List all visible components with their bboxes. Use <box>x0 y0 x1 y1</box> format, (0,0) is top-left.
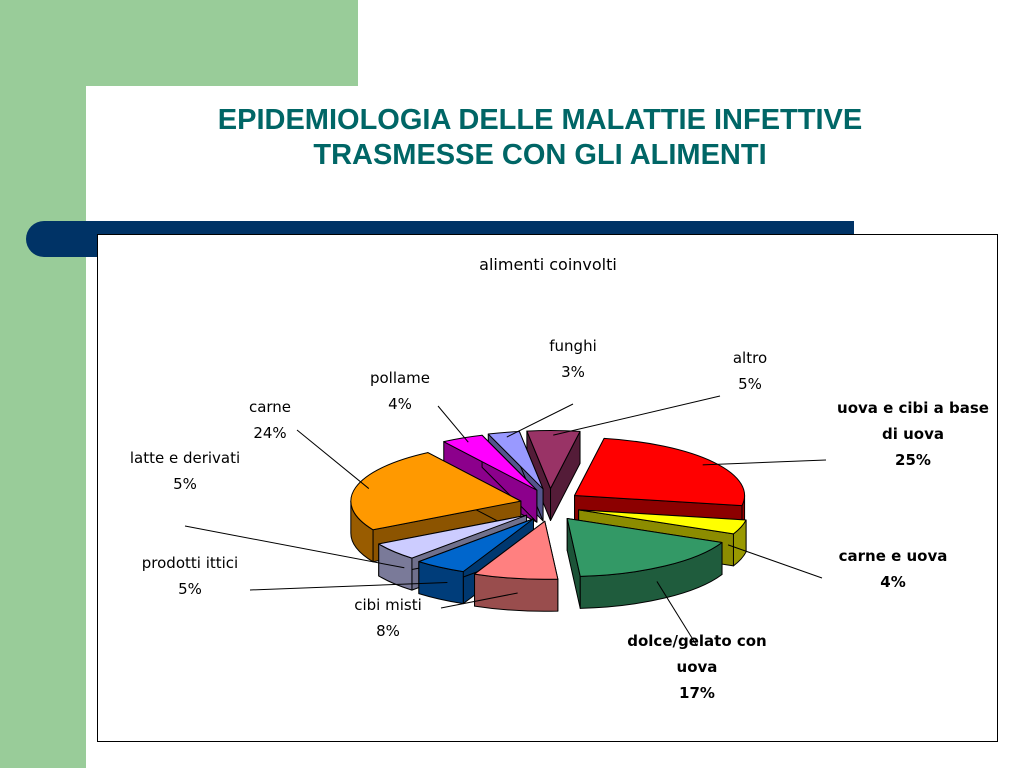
leader-line-carne <box>296 429 370 489</box>
slice-label-carne: carne 24% <box>249 398 291 442</box>
slice-name-label: funghi <box>549 337 597 355</box>
leader-line-prodotti-ittici <box>249 582 448 591</box>
slice-label-latte-e-derivati: latte e derivati 5% <box>130 449 240 493</box>
slice-label-dolce-gelato-con-uova: dolce/gelato con uova 17% <box>627 632 766 702</box>
pie-slices <box>350 430 747 612</box>
pie-slice-pollame <box>443 434 538 523</box>
slice-name-label: latte e derivati <box>130 449 240 467</box>
leader-line-pollame <box>437 405 469 443</box>
leader-line-cibi-misti <box>440 592 518 609</box>
slice-percent-label: 24% <box>253 424 286 442</box>
slice-name-label: carne <box>249 398 291 416</box>
slice-percent-label: 5% <box>173 475 197 493</box>
chart-title: alimenti coinvolti <box>479 255 617 274</box>
pie-slice-altro <box>526 430 581 522</box>
leader-lines <box>184 395 827 647</box>
sidebar-green-bar <box>0 0 86 768</box>
pie-slice-dolce-gelato-con-uova <box>566 518 723 609</box>
slide-title-line-2: TRASMESSE CON GLI ALIMENTI <box>313 139 767 171</box>
slice-percent-label: 4% <box>880 573 905 591</box>
header-green-block <box>0 0 358 86</box>
slice-percent-label: 25% <box>895 451 931 469</box>
slice-name-label: uova e cibi a base <box>837 399 989 417</box>
slice-name-label: di uova <box>882 425 944 443</box>
slice-label-carne-e-uova: carne e uova 4% <box>839 547 948 591</box>
slice-label-uova-e-cibi-a-base-di-uova: uova e cibi a base di uova 25% <box>837 399 989 469</box>
leader-line-uova-e-cibi-a-base-di-uova <box>702 459 827 466</box>
slice-label-prodotti-ittici: prodotti ittici 5% <box>142 554 238 598</box>
slice-label-altro: altro 5% <box>733 349 767 393</box>
slice-percent-label: 17% <box>679 684 715 702</box>
slice-label-pollame: pollame 4% <box>370 369 430 413</box>
leader-line-carne-e-uova <box>727 544 823 579</box>
leader-line-funghi <box>506 403 574 438</box>
slice-name-label: pollame <box>370 369 430 387</box>
slice-percent-label: 5% <box>738 375 762 393</box>
leader-line-latte-e-derivati <box>184 525 405 569</box>
slide-title: EPIDEMIOLOGIA DELLE MALATTIE INFETTIVE T… <box>150 103 930 173</box>
leader-line-altro <box>553 395 721 436</box>
slice-label-cibi-misti: cibi misti 8% <box>354 596 422 640</box>
slice-name-label: altro <box>733 349 767 367</box>
slice-name-label: carne e uova <box>839 547 948 565</box>
slice-percent-label: 5% <box>178 580 202 598</box>
slice-name-label: dolce/gelato con <box>627 632 766 650</box>
slice-percent-label: 3% <box>561 363 585 381</box>
slice-name-label: uova <box>677 658 718 676</box>
slide-title-line-1: EPIDEMIOLOGIA DELLE MALATTIE INFETTIVE <box>217 104 863 136</box>
leader-line-dolce-gelato-con-uova <box>656 581 698 647</box>
slice-percent-label: 4% <box>388 395 412 413</box>
slice-name-label: cibi misti <box>354 596 422 614</box>
slice-percent-label: 8% <box>376 622 400 640</box>
slice-labels: uova e cibi a base di uova 25% carne e uova… <box>130 337 989 702</box>
slice-label-funghi: funghi 3% <box>549 337 597 381</box>
pie-slice-cibi-misti <box>474 520 559 612</box>
slice-name-label: prodotti ittici <box>142 554 238 572</box>
